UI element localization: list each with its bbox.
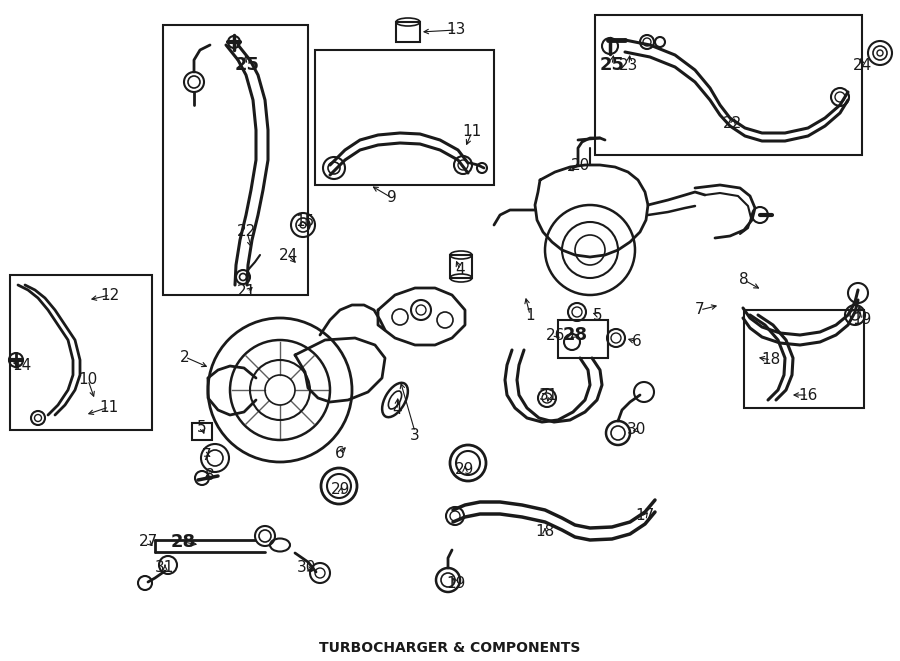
Text: 8: 8	[739, 272, 749, 288]
Text: 6: 6	[632, 334, 642, 350]
Text: 4: 4	[455, 262, 464, 278]
Circle shape	[868, 41, 892, 65]
Text: 25: 25	[599, 56, 625, 74]
Text: 28: 28	[562, 326, 588, 344]
Text: 10: 10	[78, 373, 97, 387]
Text: 11: 11	[99, 399, 119, 414]
Text: 21: 21	[238, 284, 256, 299]
Text: 23: 23	[619, 58, 639, 73]
Text: 18: 18	[536, 524, 554, 539]
Text: 22: 22	[238, 225, 256, 239]
Bar	[10, 275, 152, 430]
Text: 29: 29	[331, 483, 351, 498]
Text: 19: 19	[852, 313, 872, 327]
Text: 7: 7	[202, 447, 211, 463]
Text: 9: 9	[387, 190, 397, 206]
Text: 13: 13	[446, 22, 465, 38]
Text: 26: 26	[546, 327, 566, 342]
Text: 11: 11	[463, 124, 482, 139]
Text: 7: 7	[695, 303, 705, 317]
Text: 22: 22	[724, 116, 742, 130]
Text: 2: 2	[180, 350, 190, 364]
Text: 5: 5	[593, 307, 603, 323]
Text: 28: 28	[170, 533, 195, 551]
Bar	[163, 25, 308, 295]
Text: 24: 24	[852, 58, 871, 73]
Text: 25: 25	[235, 56, 259, 74]
Text: 16: 16	[798, 387, 818, 403]
Bar	[744, 310, 864, 408]
Text: 14: 14	[13, 358, 32, 373]
Text: 12: 12	[101, 288, 120, 303]
Text: 20: 20	[572, 157, 590, 173]
Text: 19: 19	[446, 576, 465, 590]
Text: 18: 18	[761, 352, 780, 368]
Text: 31: 31	[156, 561, 175, 576]
Text: 5: 5	[197, 420, 207, 434]
Text: 31: 31	[539, 387, 559, 403]
Text: 24: 24	[278, 247, 298, 262]
Text: 4: 4	[392, 403, 401, 418]
Bar	[595, 15, 862, 155]
Bar	[558, 320, 608, 358]
Text: 8: 8	[205, 467, 215, 483]
Text: 3: 3	[410, 428, 420, 442]
Text: 6: 6	[335, 446, 345, 461]
Text: 30: 30	[627, 422, 647, 438]
Text: TURBOCHARGER & COMPONENTS: TURBOCHARGER & COMPONENTS	[320, 641, 580, 655]
Text: 30: 30	[296, 561, 316, 576]
Circle shape	[255, 526, 275, 546]
Text: 15: 15	[295, 215, 315, 229]
Bar	[192, 423, 212, 440]
Text: 27: 27	[139, 535, 158, 549]
Text: 29: 29	[455, 463, 474, 477]
Bar	[396, 22, 420, 42]
Text: 17: 17	[635, 508, 654, 524]
Bar	[450, 255, 472, 278]
Bar	[315, 50, 494, 185]
Text: 1: 1	[526, 307, 535, 323]
